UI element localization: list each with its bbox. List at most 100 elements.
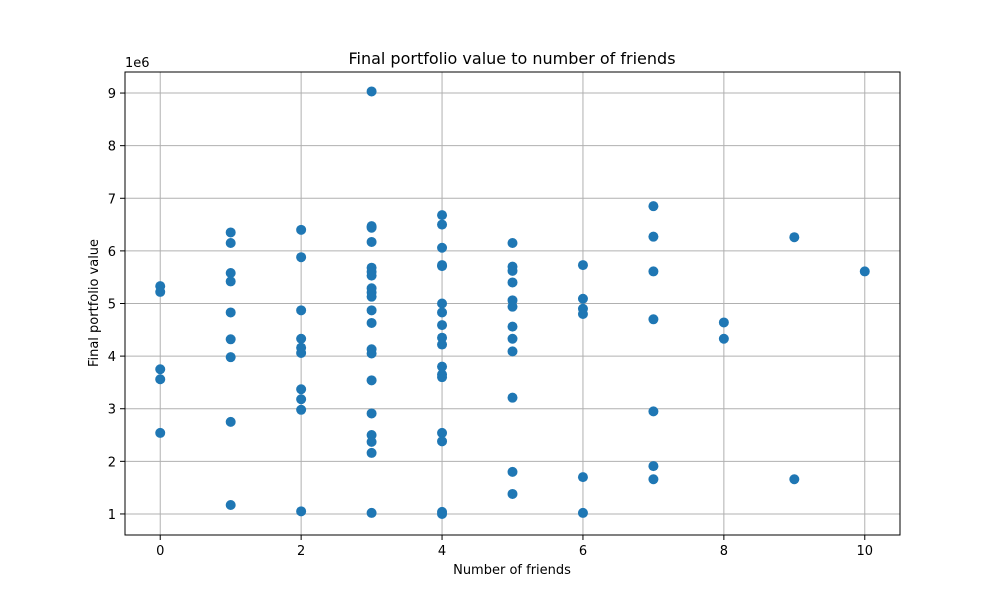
data-point [507, 237, 518, 248]
data-point [648, 474, 659, 485]
y-tick-label: 7 [108, 192, 116, 207]
data-point [225, 352, 236, 363]
y-tick-label: 1 [108, 508, 116, 523]
data-point [437, 219, 448, 230]
data-point [155, 427, 166, 438]
x-tick-label: 10 [856, 544, 873, 559]
data-point [296, 305, 307, 316]
data-point [437, 320, 448, 331]
data-point [366, 408, 377, 419]
data-point [366, 317, 377, 328]
data-point [507, 346, 518, 357]
data-point [718, 333, 729, 344]
data-point [366, 375, 377, 386]
x-axis-label: Number of friends [453, 563, 571, 578]
x-tick-label: 8 [720, 544, 728, 559]
data-point [507, 488, 518, 499]
data-point [507, 333, 518, 344]
data-point [366, 236, 377, 247]
y-tick-label: 6 [108, 245, 116, 260]
data-point [437, 261, 448, 272]
data-point [366, 86, 377, 97]
data-point [577, 309, 588, 320]
data-point [437, 436, 448, 447]
data-point [789, 474, 800, 485]
data-point [507, 277, 518, 288]
data-point [366, 291, 377, 302]
x-tick-label: 6 [579, 544, 587, 559]
y-tick-label: 8 [108, 140, 116, 155]
data-point [225, 276, 236, 287]
data-point [366, 348, 377, 359]
data-point [225, 227, 236, 238]
data-point [437, 339, 448, 350]
data-point [507, 392, 518, 403]
data-point [577, 472, 588, 483]
data-point [437, 372, 448, 383]
data-point [366, 222, 377, 233]
y-tick-label: 9 [108, 87, 116, 102]
data-point [296, 506, 307, 517]
data-point [437, 361, 448, 372]
data-point [366, 430, 377, 441]
data-point [155, 374, 166, 385]
data-point [507, 321, 518, 332]
data-point [577, 507, 588, 518]
data-point [155, 364, 166, 375]
data-point [507, 301, 518, 312]
data-point [296, 333, 307, 344]
data-point [296, 394, 307, 405]
y-tick-label: 2 [108, 455, 116, 470]
data-points [155, 86, 870, 519]
data-point [366, 436, 377, 447]
data-point [155, 286, 166, 297]
data-point [225, 307, 236, 318]
y-tick-label: 4 [108, 350, 116, 365]
data-point [296, 347, 307, 358]
y-axis-label: Final portfolio value [87, 239, 102, 367]
data-point [437, 307, 448, 318]
data-point [437, 298, 448, 309]
data-point [437, 332, 448, 343]
data-point [648, 231, 659, 242]
data-point [366, 507, 377, 518]
data-point [648, 406, 659, 417]
data-point [577, 293, 588, 304]
data-point [366, 305, 377, 316]
x-tick-label: 2 [297, 544, 305, 559]
data-point [296, 252, 307, 263]
data-point [507, 466, 518, 477]
y-scale-label: 1e6 [125, 56, 150, 71]
data-point [296, 224, 307, 235]
data-point [437, 427, 448, 438]
data-point [437, 508, 448, 519]
y-tick-label: 3 [108, 403, 116, 418]
data-point [225, 416, 236, 427]
data-point [296, 384, 307, 395]
data-point [366, 447, 377, 458]
data-point [648, 201, 659, 212]
data-point [437, 242, 448, 253]
data-point [577, 260, 588, 271]
data-point [225, 237, 236, 248]
data-point [648, 461, 659, 472]
data-point [437, 210, 448, 221]
data-point [789, 232, 800, 243]
y-tick-label: 5 [108, 298, 116, 313]
x-tick-label: 0 [156, 544, 164, 559]
data-point [648, 266, 659, 277]
data-point [648, 314, 659, 325]
data-point [225, 267, 236, 278]
data-point [366, 270, 377, 281]
x-tick-label: 4 [438, 544, 446, 559]
data-point [225, 500, 236, 511]
grid-lines [125, 72, 900, 535]
data-point [225, 334, 236, 345]
data-point [718, 317, 729, 328]
data-point [859, 266, 870, 277]
data-point [507, 265, 518, 276]
data-point [296, 404, 307, 415]
